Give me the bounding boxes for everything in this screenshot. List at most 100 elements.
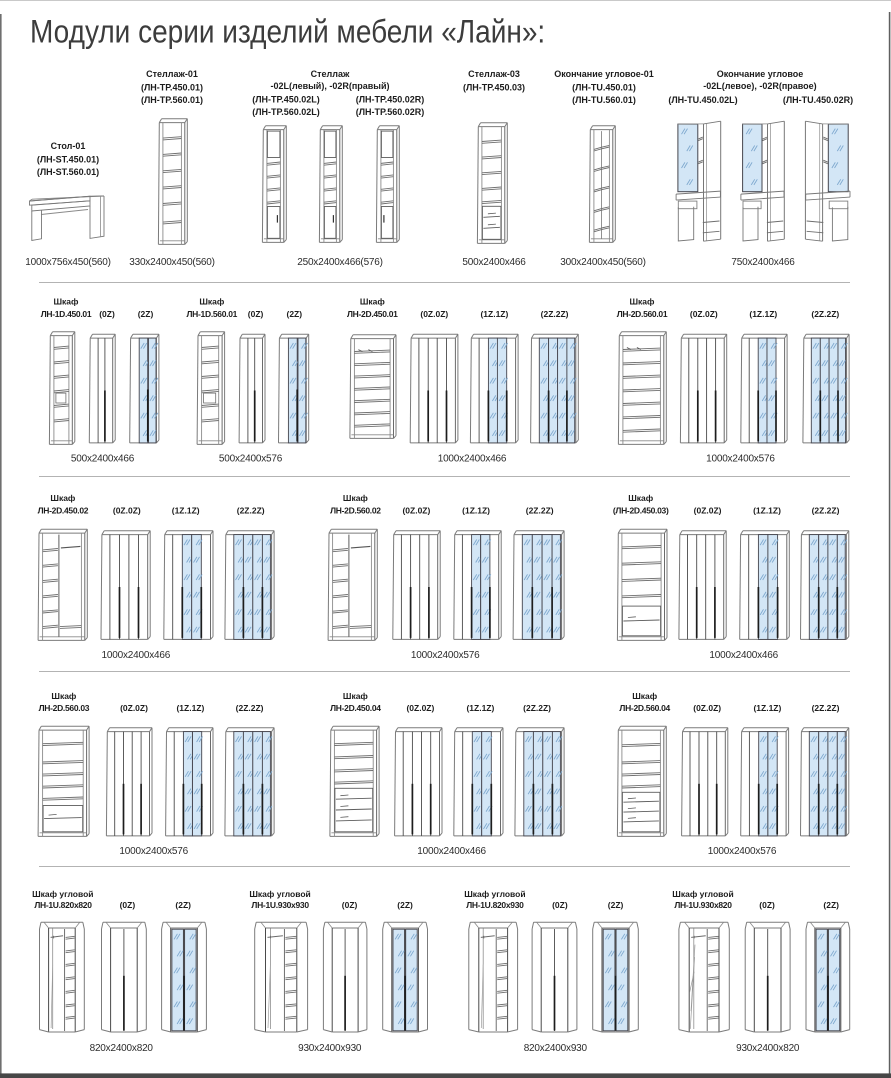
svg-text:(2Z.2Z): (2Z.2Z) bbox=[811, 309, 839, 319]
svg-text:(ЛН-ТР.450.03): (ЛН-ТР.450.03) bbox=[463, 83, 525, 93]
svg-text:(2Z): (2Z) bbox=[608, 900, 624, 910]
svg-text:(2Z.2Z): (2Z.2Z) bbox=[523, 703, 551, 713]
svg-text:Стеллаж-03: Стеллаж-03 bbox=[468, 69, 520, 79]
svg-text:Шкаф: Шкаф bbox=[632, 691, 658, 701]
svg-text:300х2400х450(560): 300х2400х450(560) bbox=[560, 257, 646, 268]
svg-text:1000х2400х466: 1000х2400х466 bbox=[102, 650, 171, 661]
svg-text:(ЛН-ТР.450.02L): (ЛН-ТР.450.02L) bbox=[252, 95, 319, 105]
svg-text:Шкаф: Шкаф bbox=[50, 493, 76, 503]
svg-text:(2Z): (2Z) bbox=[823, 900, 839, 910]
svg-text:Шкаф: Шкаф bbox=[199, 297, 225, 307]
svg-text:(1Z.1Z): (1Z.1Z) bbox=[466, 703, 494, 713]
svg-text:(0Z.0Z): (0Z.0Z) bbox=[406, 703, 434, 713]
svg-text:820х2400х820: 820х2400х820 bbox=[90, 1043, 154, 1054]
svg-text:1000х2400х466: 1000х2400х466 bbox=[438, 454, 507, 465]
svg-text:1000х2400х576: 1000х2400х576 bbox=[706, 454, 775, 465]
svg-text:ЛН-1U.820х820: ЛН-1U.820х820 bbox=[34, 900, 92, 910]
svg-text:(ЛН-TU.560.01): (ЛН-TU.560.01) bbox=[572, 95, 636, 105]
svg-text:(2Z): (2Z) bbox=[175, 900, 191, 910]
svg-text:ЛН-2D.450.02: ЛН-2D.450.02 bbox=[38, 506, 89, 516]
svg-text:ЛН-1U.930х930: ЛН-1U.930х930 bbox=[251, 900, 309, 910]
svg-text:Шкаф: Шкаф bbox=[54, 297, 80, 307]
svg-text:820х2400х930: 820х2400х930 bbox=[524, 1043, 588, 1054]
svg-text:250х2400х466(576): 250х2400х466(576) bbox=[297, 257, 383, 268]
svg-text:ЛН-1U.930х820: ЛН-1U.930х820 bbox=[674, 900, 732, 910]
svg-text:(2Z.2Z): (2Z.2Z) bbox=[812, 506, 840, 516]
svg-text:(0Z): (0Z) bbox=[552, 900, 568, 910]
svg-text:ЛН-2D.560.03: ЛН-2D.560.03 bbox=[39, 703, 90, 713]
svg-text:ЛН-2D.560.01: ЛН-2D.560.01 bbox=[617, 309, 668, 319]
svg-text:(ЛН-ST.450.01): (ЛН-ST.450.01) bbox=[37, 155, 99, 165]
svg-text:(ЛН-ТР.450.01): (ЛН-ТР.450.01) bbox=[141, 83, 203, 93]
svg-text:(0Z.0Z): (0Z.0Z) bbox=[693, 703, 721, 713]
svg-text:330х2400х450(560): 330х2400х450(560) bbox=[129, 257, 215, 268]
svg-text:500х2400х466: 500х2400х466 bbox=[462, 257, 526, 268]
svg-text:1000х756х450(560): 1000х756х450(560) bbox=[25, 257, 111, 268]
svg-text:1000х2400х576: 1000х2400х576 bbox=[411, 650, 480, 661]
svg-text:1000х2400х576: 1000х2400х576 bbox=[119, 846, 188, 857]
svg-text:(0Z.0Z): (0Z.0Z) bbox=[690, 309, 718, 319]
svg-text:(0Z): (0Z) bbox=[759, 900, 775, 910]
svg-text:(0Z): (0Z) bbox=[342, 900, 358, 910]
svg-text:(ЛН-ТР.560.02R): (ЛН-ТР.560.02R) bbox=[356, 107, 424, 117]
svg-text:(ЛН-ТР.560.01): (ЛН-ТР.560.01) bbox=[141, 95, 203, 105]
svg-text:(0Z): (0Z) bbox=[120, 900, 136, 910]
svg-text:ЛН-1D.560.01: ЛН-1D.560.01 bbox=[187, 309, 238, 319]
svg-text:ЛН-2D.450.01: ЛН-2D.450.01 bbox=[347, 309, 398, 319]
svg-text:Шкаф: Шкаф bbox=[51, 691, 77, 701]
svg-text:(2Z.2Z): (2Z.2Z) bbox=[541, 309, 569, 319]
svg-text:(2Z.2Z): (2Z.2Z) bbox=[236, 703, 264, 713]
svg-text:(2Z.2Z): (2Z.2Z) bbox=[526, 506, 554, 516]
svg-text:Шкаф: Шкаф bbox=[343, 493, 369, 503]
svg-text:(0Z): (0Z) bbox=[248, 309, 264, 319]
svg-text:(1Z.1Z): (1Z.1Z) bbox=[753, 703, 781, 713]
svg-text:1000х2400х576: 1000х2400х576 bbox=[708, 846, 777, 857]
svg-text:ЛН-2D.450.04: ЛН-2D.450.04 bbox=[330, 703, 381, 713]
svg-text:(1Z.1Z): (1Z.1Z) bbox=[749, 309, 777, 319]
svg-text:(ЛН-ST.560.01): (ЛН-ST.560.01) bbox=[37, 167, 99, 177]
svg-text:Шкаф: Шкаф bbox=[630, 297, 656, 307]
svg-text:750х2400х466: 750х2400х466 bbox=[731, 257, 795, 268]
svg-text:ЛН-2D.560.04: ЛН-2D.560.04 bbox=[619, 703, 670, 713]
svg-text:Шкаф: Шкаф bbox=[343, 691, 369, 701]
svg-text:(1Z.1Z): (1Z.1Z) bbox=[172, 506, 200, 516]
svg-text:(ЛН-2D.450.03): (ЛН-2D.450.03) bbox=[613, 506, 669, 516]
svg-text:Модули серии изделий мебели «Л: Модули серии изделий мебели «Лайн»: bbox=[30, 15, 545, 50]
svg-text:(0Z.0Z): (0Z.0Z) bbox=[120, 703, 148, 713]
svg-text:Окончание угловое-01: Окончание угловое-01 bbox=[554, 69, 654, 79]
svg-text:(1Z.1Z): (1Z.1Z) bbox=[176, 703, 204, 713]
svg-text:(0Z.0Z): (0Z.0Z) bbox=[402, 506, 430, 516]
svg-text:Шкаф угловой: Шкаф угловой bbox=[32, 889, 93, 899]
svg-text:930х2400х930: 930х2400х930 bbox=[298, 1043, 362, 1054]
svg-text:(ЛН-ТР.560.02L): (ЛН-ТР.560.02L) bbox=[252, 107, 319, 117]
svg-text:(ЛН-TU.450.02L): (ЛН-TU.450.02L) bbox=[668, 95, 737, 105]
svg-text:1000х2400х466: 1000х2400х466 bbox=[417, 846, 486, 857]
svg-text:(0Z.0Z): (0Z.0Z) bbox=[694, 506, 722, 516]
svg-text:Шкаф угловой: Шкаф угловой bbox=[672, 889, 733, 899]
svg-text:(2Z.2Z): (2Z.2Z) bbox=[237, 506, 265, 516]
svg-text:(1Z.1Z): (1Z.1Z) bbox=[753, 506, 781, 516]
svg-text:(2Z): (2Z) bbox=[138, 309, 154, 319]
svg-text:Шкаф угловой: Шкаф угловой bbox=[249, 889, 310, 899]
svg-text:ЛН-2D.560.02: ЛН-2D.560.02 bbox=[330, 506, 381, 516]
svg-text:Стол-01: Стол-01 bbox=[51, 141, 86, 151]
svg-text:(ЛН-TU.450.01): (ЛН-TU.450.01) bbox=[572, 83, 636, 93]
svg-text:(ЛН-TU.450.02R): (ЛН-TU.450.02R) bbox=[783, 95, 853, 105]
svg-text:(2Z): (2Z) bbox=[287, 309, 303, 319]
svg-text:(0Z): (0Z) bbox=[99, 309, 115, 319]
svg-text:(2Z.2Z): (2Z.2Z) bbox=[812, 703, 840, 713]
svg-text:(0Z.0Z): (0Z.0Z) bbox=[113, 506, 141, 516]
svg-text:(1Z.1Z): (1Z.1Z) bbox=[462, 506, 490, 516]
svg-text:(ЛН-ТР.450.02R): (ЛН-ТР.450.02R) bbox=[356, 95, 424, 105]
svg-text:Стеллаж: Стеллаж bbox=[311, 69, 350, 79]
svg-text:Окончание угловое: Окончание угловое bbox=[717, 69, 804, 79]
svg-text:500х2400х466: 500х2400х466 bbox=[71, 454, 135, 465]
svg-text:ЛН-1D.450.01: ЛН-1D.450.01 bbox=[41, 309, 92, 319]
svg-text:(0Z.0Z): (0Z.0Z) bbox=[420, 309, 448, 319]
svg-text:Шкаф: Шкаф bbox=[628, 493, 654, 503]
svg-text:Стеллаж-01: Стеллаж-01 bbox=[146, 69, 198, 79]
svg-text:-02L(левое), -02R(правое): -02L(левое), -02R(правое) bbox=[703, 81, 816, 91]
svg-text:930х2400х820: 930х2400х820 bbox=[736, 1043, 800, 1054]
svg-text:500х2400х576: 500х2400х576 bbox=[219, 454, 283, 465]
svg-text:(1Z.1Z): (1Z.1Z) bbox=[480, 309, 508, 319]
